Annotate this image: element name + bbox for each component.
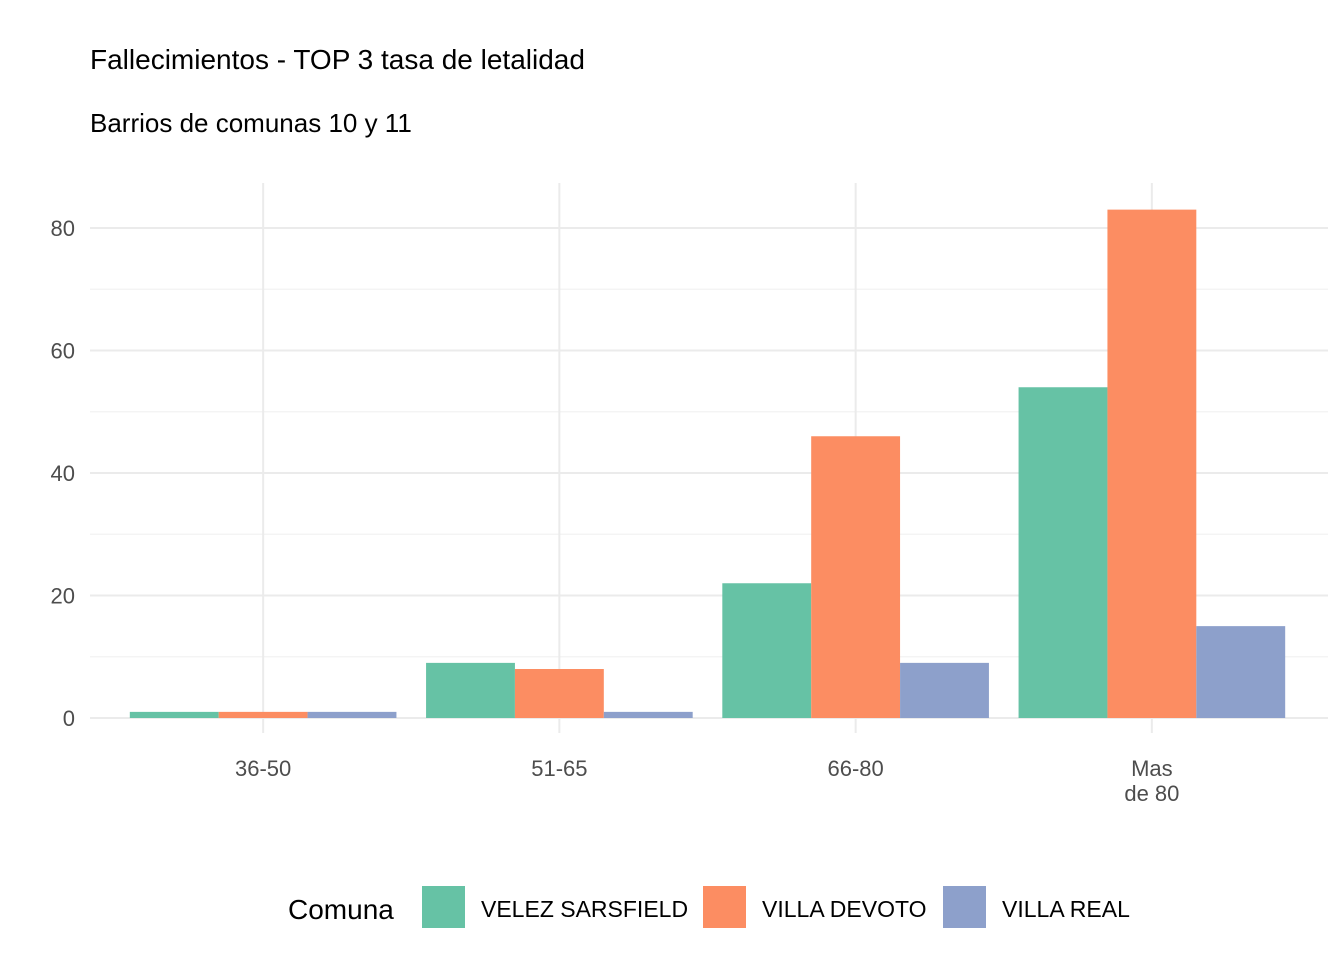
y-tick-label: 60 — [51, 339, 75, 364]
legend-key — [943, 886, 986, 928]
bar — [722, 583, 812, 718]
bar — [426, 662, 515, 718]
chart-subtitle: Barrios de comunas 10 y 11 — [90, 108, 412, 138]
bar — [218, 711, 308, 718]
legend-label: VELEZ SARSFIELD — [481, 896, 688, 922]
bar — [1018, 387, 1108, 718]
x-tick-label: 36-50 — [235, 756, 291, 781]
legend-label: VILLA REAL — [1002, 896, 1130, 922]
bar — [129, 711, 219, 718]
x-tick-label: de 80 — [1124, 781, 1179, 806]
bar — [514, 669, 604, 718]
x-tick-label: 66-80 — [827, 756, 883, 781]
bar — [811, 436, 901, 718]
x-tick-label: Mas — [1131, 756, 1173, 781]
bar — [1107, 209, 1197, 718]
legend: Comuna VELEZ SARSFIELD VILLA DEVOTO VILLA … — [288, 886, 1130, 928]
bar — [307, 711, 397, 718]
bars — [129, 209, 1286, 718]
y-tick-label: 80 — [51, 216, 75, 241]
y-tick-label: 40 — [51, 461, 75, 486]
x-tick-label: 51-65 — [531, 756, 587, 781]
legend-key — [422, 886, 465, 928]
bar — [900, 662, 989, 718]
legend-label: VILLA DEVOTO — [762, 896, 926, 922]
legend-title: Comuna — [288, 894, 394, 925]
legend-key — [703, 886, 746, 928]
bar — [603, 711, 693, 718]
y-tick-label: 0 — [63, 706, 75, 731]
y-tick-label: 20 — [51, 584, 75, 609]
chart-title: Fallecimientos - TOP 3 tasa de letalidad — [90, 44, 585, 75]
bar — [1196, 626, 1286, 718]
